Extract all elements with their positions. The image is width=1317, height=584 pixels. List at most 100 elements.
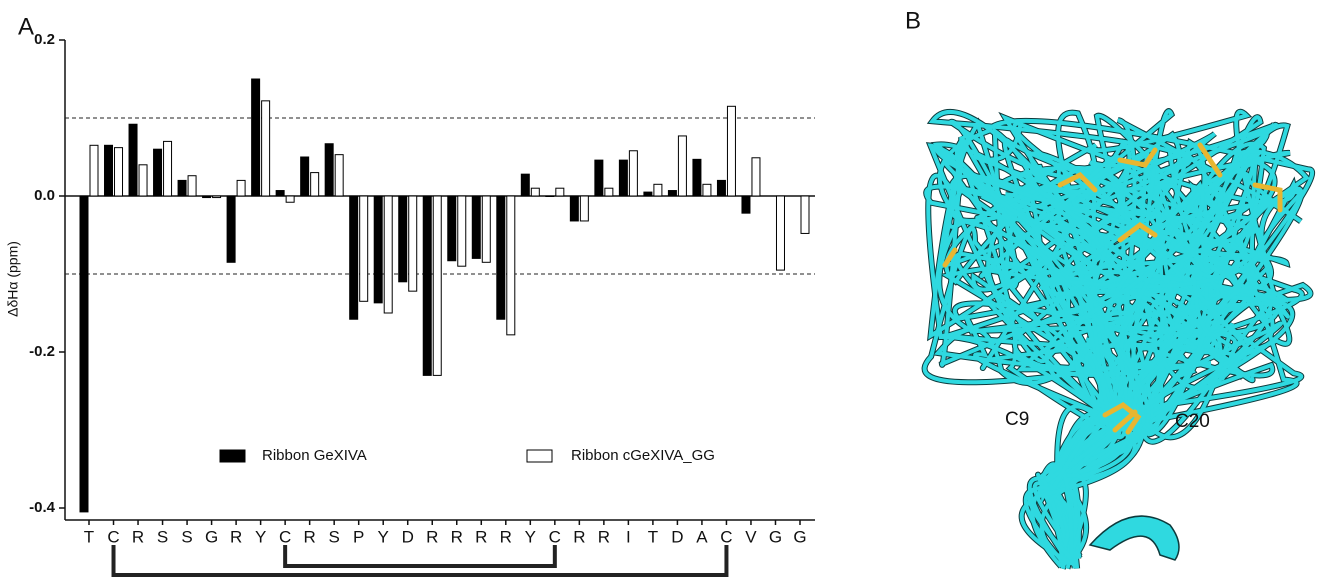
bar [276, 191, 284, 196]
bar [227, 196, 235, 262]
x-tick-label: R [132, 527, 144, 546]
bar [311, 173, 319, 196]
x-tick-label: T [648, 527, 658, 546]
x-tick-label: G [769, 527, 782, 546]
bar [203, 196, 211, 198]
bar [605, 188, 613, 196]
bar [556, 188, 564, 196]
annotation: C20 [1175, 411, 1210, 432]
bar [678, 136, 686, 196]
bar [668, 191, 676, 196]
bar [90, 145, 98, 196]
x-tick-label: Y [255, 527, 266, 546]
bar [399, 196, 407, 282]
bar [105, 145, 113, 196]
bar [286, 196, 294, 202]
x-tick-label: R [475, 527, 487, 546]
y-tick-label: -0.2 [29, 343, 55, 360]
legend-label: Ribbon GeXIVA [262, 447, 367, 464]
bar [139, 165, 147, 196]
bar [654, 184, 662, 196]
bar [472, 196, 480, 258]
bar [237, 180, 245, 196]
x-tick-label: S [181, 527, 192, 546]
bar [335, 155, 343, 196]
x-tick-label: T [84, 527, 94, 546]
x-tick-label: P [353, 527, 364, 546]
x-tick-label: R [598, 527, 610, 546]
panel-label: A [18, 13, 34, 40]
bar [570, 196, 578, 221]
bar [188, 176, 196, 196]
x-tick-label: C [720, 527, 732, 546]
bar [80, 196, 88, 512]
disulfide-bracket [114, 545, 727, 575]
y-tick-label: 0.0 [34, 187, 55, 204]
disulfide-bracket [285, 545, 555, 566]
bar [374, 196, 382, 303]
y-axis-label: ΔδHα (ppm) [5, 241, 21, 317]
bar [629, 151, 637, 196]
panel-label: B [905, 7, 921, 34]
x-tick-label: I [626, 527, 631, 546]
bar [448, 196, 456, 261]
bar [350, 196, 358, 319]
bar [433, 196, 441, 375]
x-tick-label: C [107, 527, 119, 546]
bar [262, 101, 270, 196]
bar [301, 157, 309, 196]
bar [384, 196, 392, 313]
x-tick-label: Y [378, 527, 389, 546]
bar [458, 196, 466, 266]
bar [507, 196, 515, 335]
x-tick-label: D [671, 527, 683, 546]
bar [178, 180, 186, 196]
y-tick-label: -0.4 [29, 499, 56, 516]
x-tick-label: S [157, 527, 168, 546]
legend-swatch [527, 450, 552, 462]
bar [115, 148, 123, 196]
x-tick-label: R [304, 527, 316, 546]
bar [546, 196, 554, 197]
x-tick-label: R [500, 527, 512, 546]
bar [213, 196, 221, 198]
bar [801, 196, 809, 233]
bar [482, 196, 490, 262]
bar [252, 79, 260, 196]
bar [703, 184, 711, 196]
x-tick-label: R [426, 527, 438, 546]
bar [423, 196, 431, 375]
bar [129, 124, 137, 196]
bar [742, 196, 750, 213]
bar [595, 160, 603, 196]
bar [580, 196, 588, 221]
x-tick-label: C [279, 527, 291, 546]
x-tick-label: A [696, 527, 708, 546]
bar [727, 106, 735, 196]
y-tick-label: 0.2 [34, 31, 55, 48]
bar [164, 141, 172, 196]
x-tick-label: V [745, 527, 757, 546]
bar [619, 160, 627, 196]
bar [717, 180, 725, 196]
x-tick-label: R [573, 527, 585, 546]
annotation: C9 [1005, 409, 1029, 430]
bar [325, 144, 333, 196]
bar [776, 196, 784, 270]
x-tick-label: G [793, 527, 806, 546]
x-tick-label: D [402, 527, 414, 546]
x-tick-label: G [205, 527, 218, 546]
protein-structure [925, 111, 1313, 569]
bar [409, 196, 417, 291]
bar [154, 149, 162, 196]
bar [531, 188, 539, 196]
bar [521, 174, 529, 196]
bar [497, 196, 505, 319]
legend-swatch [220, 450, 245, 462]
bar [752, 158, 760, 196]
figure: A B ΔδHα (ppm) C9 C20 -0.4-0.20.00.2TCRS… [0, 0, 1317, 579]
helix [1090, 516, 1179, 560]
x-tick-label: S [329, 527, 340, 546]
x-tick-label: R [451, 527, 463, 546]
x-tick-label: Y [525, 527, 536, 546]
